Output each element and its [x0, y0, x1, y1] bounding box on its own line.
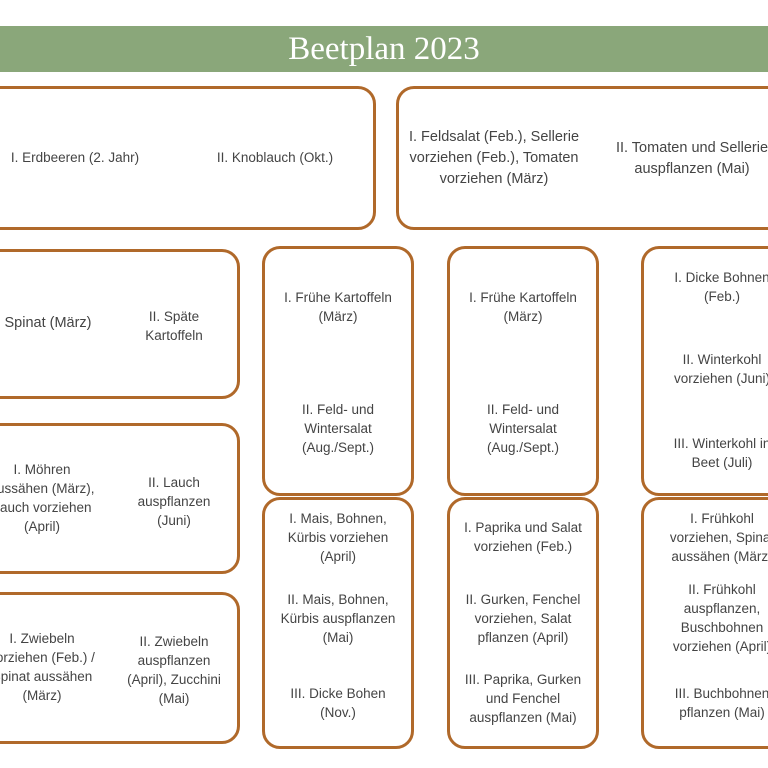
bed-col3-top-crop-2: II. Feld- und Wintersalat (Aug./Sept.): [486, 402, 560, 455]
bed-col2-top-crop-1: I. Frühe Kartoffeln (März): [284, 290, 392, 324]
bed-col3-bottom: [447, 497, 599, 749]
bed-col2-bottom-crop-3: III. Dicke Bohen (Nov.): [290, 686, 386, 720]
bed-col2-bottom: [262, 497, 414, 749]
bed-col2-top: [262, 246, 414, 496]
bed-col2-top-crop-2: II. Feld- und Wintersalat (Aug./Sept.): [301, 402, 375, 455]
bed-col3-bottom-crop-3: III. Paprika, Gurken und Fenchel auspfla…: [464, 672, 582, 725]
title-banner: Beetplan 2023: [0, 26, 768, 72]
bed-col4-bottom-crop-2: II. Frühkohl auspflanzen, Buschbohnen vo…: [672, 582, 768, 654]
bed-col4-top-crop-2: II. Winterkohl vorziehen (Juni): [673, 352, 768, 386]
bed-top-left-crop-2: II. Knoblauch (Okt.): [216, 150, 334, 165]
bed-col3-bottom-crop-2: II. Gurken, Fenchel vorziehen, Salat pfl…: [465, 592, 581, 645]
bed-left-3: [0, 592, 240, 744]
bed-col2-bottom-crop-2: II. Mais, Bohnen, Kürbis auspflanzen (Ma…: [280, 592, 396, 645]
bed-top-right-crop-1: I. Feldsalat (Feb.), Sellerie vorziehen …: [408, 129, 580, 187]
bed-col3-top-crop-1: I. Frühe Kartoffeln (März): [469, 290, 577, 324]
bed-left-3-crop-2: II. Zwiebeln auspflanzen (April), Zucchi…: [127, 634, 221, 706]
bed-col4-top-crop-3: III. Winterkohl in Beet (Juli): [673, 436, 768, 470]
bed-col3-top: [447, 246, 599, 496]
bed-top-left: [0, 86, 376, 230]
bed-left-1-crop-2: II. Späte Kartoffeln: [145, 309, 203, 343]
bed-top-left-crop-1: I. Erdbeeren (2. Jahr): [10, 150, 140, 165]
bed-left-2: [0, 423, 240, 574]
bed-top-right-crop-2: II. Tomaten und Sellerie auspflanzen (Ma…: [615, 140, 768, 177]
bed-left-2-crop-1: I. Möhren aussähen (März), Lauch vorzieh…: [0, 462, 95, 534]
bed-col3-bottom-crop-1: I. Paprika und Salat vorziehen (Feb.): [464, 520, 582, 554]
bed-col4-top-crop-1: I. Dicke Bohnen (Feb.): [674, 270, 768, 304]
bed-left-1-crop-1: Spinat (März): [4, 315, 92, 331]
bed-left-1: [0, 249, 240, 399]
bed-col4-bottom: [641, 497, 768, 749]
bed-left-2-crop-2: II. Lauch auspflanzen (Juni): [137, 475, 211, 528]
page-title: Beetplan 2023: [288, 31, 480, 67]
bed-col4-top: [641, 246, 768, 496]
bed-top-right: [396, 86, 768, 230]
bed-left-3-crop-1: I. Zwiebeln vorziehen (Feb.) / Spinat au…: [0, 631, 95, 703]
bed-col2-bottom-crop-1: I. Mais, Bohnen, Kürbis vorziehen (April…: [287, 511, 389, 564]
bed-col4-bottom-crop-1: I. Frühkohl vorziehen, Spinat aussähen (…: [669, 511, 768, 564]
bed-col4-bottom-crop-3: III. Buchbohnen pflanzen (Mai): [674, 686, 768, 720]
